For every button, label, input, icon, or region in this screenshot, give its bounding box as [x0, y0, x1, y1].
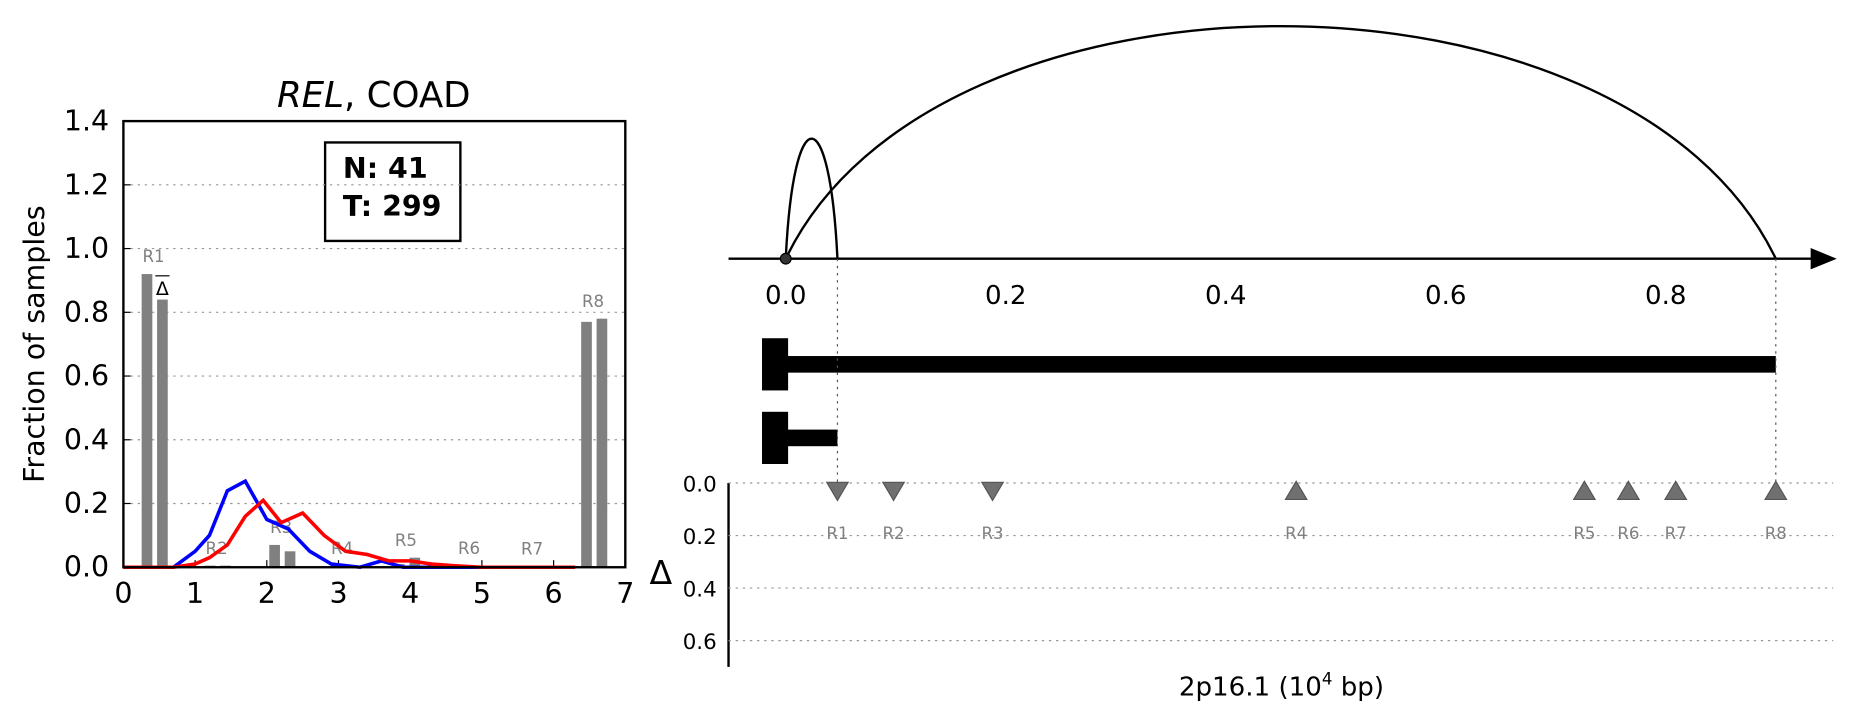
delta-marker: Δ — [156, 278, 169, 300]
x-label-text: 2p16.1 (10 — [1179, 672, 1322, 702]
title-rest: , COAD — [344, 75, 471, 116]
title-gene: REL — [277, 75, 344, 116]
region-marker — [1616, 480, 1641, 501]
x-label-exp: 4 — [1322, 670, 1333, 689]
chart-title: REL, COAD — [277, 75, 471, 116]
x-tick-label: 7 — [616, 577, 634, 610]
region-marker — [881, 481, 906, 502]
y-tick-label: 1.4 — [64, 105, 109, 138]
arc — [784, 137, 839, 259]
y-tick-label: 0.6 — [64, 360, 109, 393]
bar — [284, 551, 296, 568]
delta-axis-label: Δ — [650, 553, 673, 592]
y-tick-label: 0.4 — [683, 577, 717, 602]
bar — [141, 274, 153, 568]
transcript — [785, 429, 838, 447]
region-label: R7 — [521, 539, 543, 558]
region-label: R8 — [1765, 524, 1787, 543]
y-tick-label: 0.8 — [64, 296, 109, 329]
y-tick-label: 0.6 — [683, 630, 717, 655]
y-axis-label: Fraction of samples — [18, 205, 51, 483]
region-label: R1 — [826, 524, 848, 543]
y-tick-label: 1.2 — [64, 168, 109, 201]
region-label: R2 — [206, 539, 228, 558]
region-label: R5 — [395, 531, 417, 550]
region-label: R7 — [1665, 524, 1687, 543]
arc — [784, 24, 1777, 260]
region-marker — [1572, 480, 1597, 501]
bar — [581, 321, 592, 568]
x-tick-label: 0.0 — [765, 281, 807, 311]
region-label: R6 — [458, 539, 480, 558]
x-label-unit: bp) — [1332, 672, 1384, 702]
annotation: T: 299 — [343, 190, 442, 223]
region-label: R4 — [1285, 524, 1307, 543]
y-tick-label: 0.2 — [683, 525, 717, 550]
bar — [596, 318, 608, 568]
x-axis-label: 2p16.1 (104 bp) — [1179, 670, 1384, 703]
bar — [269, 544, 280, 568]
y-tick-label: 0.4 — [64, 423, 109, 456]
line — [123, 497, 576, 570]
line — [172, 478, 576, 570]
x-tick-label: 1 — [186, 577, 204, 610]
region-label: R6 — [1617, 524, 1639, 543]
region-label: R8 — [582, 292, 604, 311]
arc-origin — [779, 252, 792, 265]
annotation: N: 41 — [343, 152, 428, 185]
transcript-start — [762, 338, 789, 391]
y-tick-label: 1.0 — [64, 232, 109, 265]
x-tick-label: 5 — [473, 577, 491, 610]
region-marker — [1764, 480, 1788, 501]
region-marker — [825, 481, 850, 502]
axis-arrow — [1810, 248, 1837, 270]
y-tick-label: 0.0 — [64, 551, 109, 584]
x-tick-label: 0.2 — [985, 281, 1027, 311]
x-tick-label: 0.6 — [1425, 281, 1467, 311]
region-label: R1 — [142, 247, 164, 266]
x-tick-label: 2 — [258, 577, 276, 610]
x-tick-label: 0.4 — [1205, 281, 1246, 311]
y-tick-label: 0.0 — [683, 472, 717, 497]
region-marker — [1663, 480, 1688, 501]
x-tick-label: 6 — [545, 577, 563, 610]
transcript-start — [762, 411, 789, 465]
plot-frame — [122, 119, 627, 569]
bar — [157, 299, 168, 568]
x-tick-label: 4 — [401, 577, 419, 610]
region-label: R5 — [1573, 524, 1595, 543]
region-marker — [1284, 480, 1308, 501]
region-label: R3 — [981, 524, 1003, 543]
region-label: R2 — [882, 524, 904, 543]
x-tick-label: 3 — [329, 577, 347, 610]
x-tick-label: 0.8 — [1645, 281, 1687, 311]
transcript — [785, 356, 1776, 373]
x-tick-label: 0 — [114, 577, 132, 610]
annotation-box — [323, 141, 462, 243]
region-marker — [980, 481, 1005, 502]
y-tick-label: 0.2 — [64, 487, 109, 520]
